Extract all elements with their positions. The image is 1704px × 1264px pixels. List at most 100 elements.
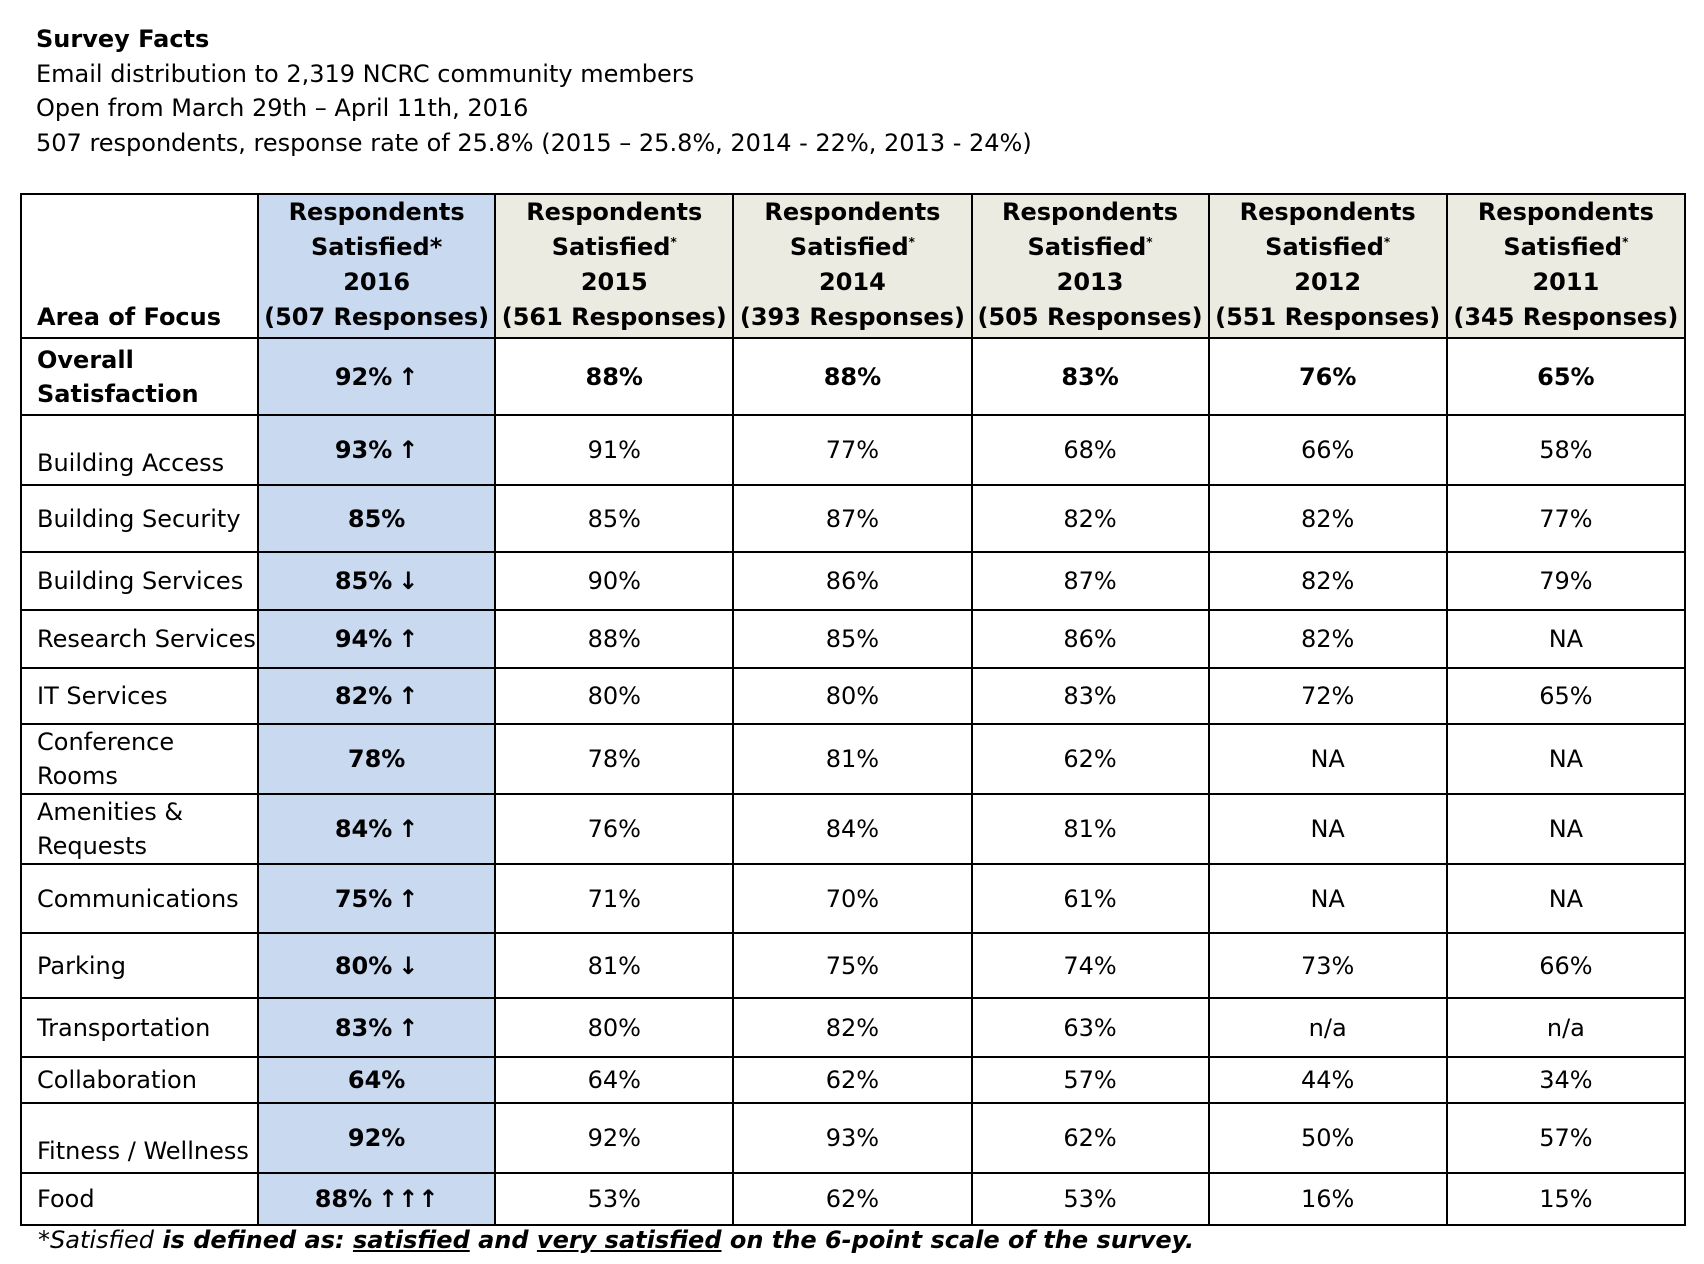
- header-satisfied: Satisfied*: [310, 233, 443, 261]
- table-row-communications: Communications 75% ↑ 71% 70% 61% NA NA: [19, 863, 1687, 934]
- satisfied-definition-footnote: *Satisfied is defined as: satisfied and …: [38, 1226, 1195, 1254]
- area-label: Fitness / Wellness: [19, 1102, 260, 1174]
- area-label: Transportation: [19, 997, 260, 1058]
- value-2016: 92% ↑: [257, 337, 497, 416]
- value-2013: 62%: [970, 1102, 1210, 1174]
- header-satisfied: Satisfied*: [1265, 233, 1391, 261]
- value-2016: 85%: [257, 484, 497, 553]
- value-2015: 71%: [494, 863, 735, 934]
- trend-up-arrow-icon: ↑: [398, 682, 419, 710]
- area-label: Building Access: [19, 414, 260, 486]
- value-2014: 62%: [732, 1172, 973, 1226]
- area-label: Collaboration: [19, 1056, 260, 1104]
- value-2014: 87%: [732, 484, 973, 553]
- area-label: Research Services: [19, 609, 260, 669]
- table-row-fitness-wellness: Fitness / Wellness 92% 92% 93% 62% 50% 5…: [19, 1102, 1687, 1174]
- column-header-2014: Respondents Satisfied* 2014 (393 Respons…: [732, 193, 973, 339]
- area-label: Conference Rooms: [19, 723, 260, 795]
- table-row-overall-satisfaction: Overall Satisfaction 92% ↑ 88% 88% 83% 76%…: [19, 337, 1687, 416]
- column-header-2013: Respondents Satisfied* 2013 (505 Respons…: [970, 193, 1210, 339]
- header-responses: (505 Responses): [977, 303, 1203, 331]
- value-2016: 80% ↓: [257, 932, 497, 999]
- area-label: Building Security: [19, 484, 260, 553]
- value-2016: 88% ↑↑↑: [257, 1172, 497, 1226]
- value-2014: 86%: [732, 551, 973, 611]
- trend-triple-up-arrow-icon: ↑↑↑: [378, 1185, 439, 1213]
- area-label: IT Services: [19, 667, 260, 725]
- survey-facts: Survey Facts Email distribution to 2,319…: [36, 22, 1032, 160]
- table-row-research-services: Research Services 94% ↑ 88% 85% 86% 82% N…: [19, 609, 1687, 669]
- facts-distribution: Email distribution to 2,319 NCRC communi…: [36, 59, 695, 88]
- area-label: Amenities & Requests: [19, 793, 260, 865]
- header-year: 2012: [1294, 268, 1362, 296]
- header-respondents: Respondents: [526, 198, 703, 226]
- header-respondents: Respondents: [1477, 198, 1654, 226]
- value-2011: 66%: [1445, 932, 1687, 999]
- value-2016: 85% ↓: [257, 551, 497, 611]
- value-2014: 93%: [732, 1102, 973, 1174]
- header-respondents: Respondents: [764, 198, 941, 226]
- column-header-2011: Respondents Satisfied* 2011 (345 Respons…: [1445, 193, 1687, 339]
- facts-open-dates: Open from March 29th – April 11th, 2016: [36, 94, 529, 122]
- value-2012: 44%: [1207, 1056, 1448, 1104]
- value-2015: 53%: [494, 1172, 735, 1226]
- value-2015: 88%: [494, 609, 735, 669]
- value-2015: 92%: [494, 1102, 735, 1174]
- area-label: Overall Satisfaction: [19, 337, 260, 416]
- header-satisfied: Satisfied*: [1503, 233, 1629, 261]
- value-2015: 78%: [494, 723, 735, 795]
- column-header-2016: Respondents Satisfied* 2016 (507 Respons…: [257, 193, 497, 339]
- header-year: 2011: [1532, 268, 1600, 296]
- value-2015: 81%: [494, 932, 735, 999]
- value-2016: 83% ↑: [257, 997, 497, 1058]
- value-2011: 58%: [1445, 414, 1687, 486]
- value-2015: 64%: [494, 1056, 735, 1104]
- header-respondents: Respondents: [288, 198, 465, 226]
- value-2016: 78%: [257, 723, 497, 795]
- header-respondents: Respondents: [1239, 198, 1416, 226]
- header-responses: (561 Responses): [501, 303, 727, 331]
- value-2012: 72%: [1207, 667, 1448, 725]
- header-satisfied: Satisfied*: [789, 233, 915, 261]
- table-header-row: Area of Focus Respondents Satisfied* 201…: [19, 193, 1687, 339]
- value-2011: 79%: [1445, 551, 1687, 611]
- value-2014: 77%: [732, 414, 973, 486]
- value-2015: 80%: [494, 667, 735, 725]
- value-2016: 84% ↑: [257, 793, 497, 865]
- value-2011: 65%: [1445, 337, 1687, 416]
- value-2012: 73%: [1207, 932, 1448, 999]
- value-2015: 91%: [494, 414, 735, 486]
- header-year: 2015: [580, 268, 648, 296]
- table-row-building-services: Building Services 85% ↓ 90% 86% 87% 82% 7…: [19, 551, 1687, 611]
- value-2015: 80%: [494, 997, 735, 1058]
- value-2011: NA: [1445, 723, 1687, 795]
- table-row-building-access: Building Access 93% ↑ 91% 77% 68% 66% 58%: [19, 414, 1687, 486]
- value-2013: 82%: [970, 484, 1210, 553]
- area-label: Parking: [19, 932, 260, 999]
- facts-respondents: 507 respondents, response rate of 25.8% …: [36, 128, 1032, 157]
- value-2016: 94% ↑: [257, 609, 497, 669]
- trend-up-arrow-icon: ↑: [398, 1013, 419, 1042]
- value-2013: 81%: [970, 793, 1210, 865]
- value-2013: 87%: [970, 551, 1210, 611]
- value-2011: NA: [1445, 863, 1687, 934]
- value-2012: n/a: [1207, 997, 1448, 1058]
- value-2013: 62%: [970, 723, 1210, 795]
- value-2015: 85%: [494, 484, 735, 553]
- table-row-it-services: IT Services 82% ↑ 80% 80% 83% 72% 65%: [19, 667, 1687, 725]
- value-2015: 90%: [494, 551, 735, 611]
- value-2014: 81%: [732, 723, 973, 795]
- value-2012: NA: [1207, 863, 1448, 934]
- value-2013: 86%: [970, 609, 1210, 669]
- value-2011: 15%: [1445, 1172, 1687, 1226]
- table-row-food: Food 88% ↑↑↑ 53% 62% 53% 16% 15%: [19, 1172, 1687, 1226]
- value-2012: 82%: [1207, 609, 1448, 669]
- value-2016: 93% ↑: [257, 414, 497, 486]
- area-label: Food: [19, 1172, 260, 1226]
- header-satisfied: Satisfied*: [551, 233, 677, 261]
- value-2014: 75%: [732, 932, 973, 999]
- trend-up-arrow-icon: ↑: [398, 815, 419, 843]
- table-row-amenities-requests: Amenities & Requests 84% ↑ 76% 84% 81% NA …: [19, 793, 1687, 865]
- value-2012: 50%: [1207, 1102, 1448, 1174]
- value-2016: 75% ↑: [257, 863, 497, 934]
